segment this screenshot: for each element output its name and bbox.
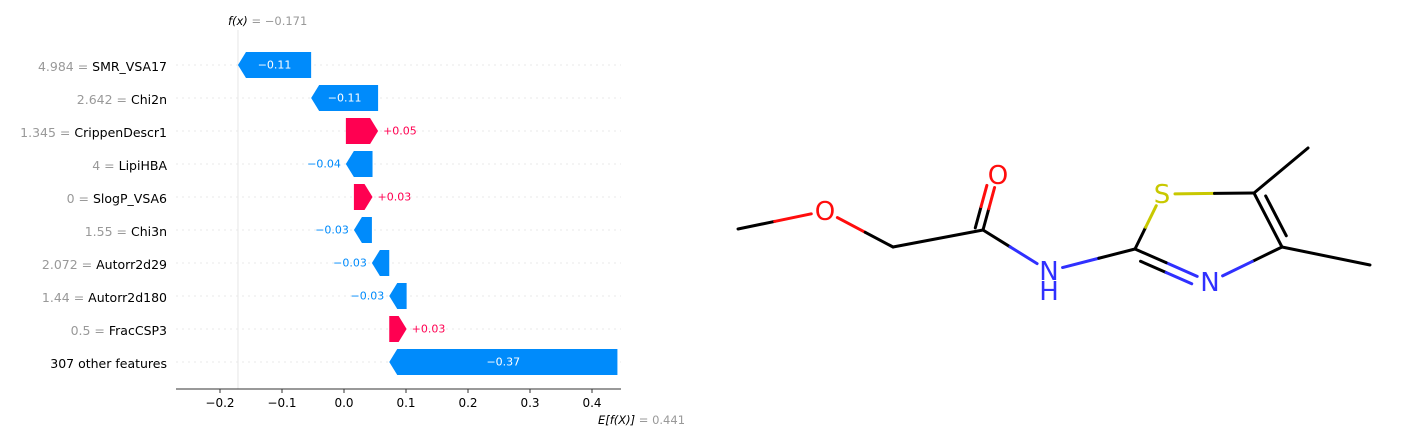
- waterfall-bar: [345, 151, 373, 177]
- waterfall-bar: [353, 184, 373, 210]
- bond: [835, 216, 867, 234]
- feature-name: LipiHBA: [119, 158, 168, 173]
- feature-value: 0 =: [67, 191, 93, 206]
- bond: [736, 219, 777, 231]
- bond: [1252, 191, 1284, 249]
- bar-value-label: −0.11: [258, 59, 292, 72]
- atom-label-n: N: [1200, 268, 1219, 298]
- bond: [773, 212, 813, 223]
- x-tick-label: 0.1: [396, 396, 415, 410]
- feature-value: 1.345 =: [20, 125, 74, 140]
- efx-value: = 0.441: [635, 413, 685, 427]
- feature-label: 1.55 = Chi3n: [85, 224, 167, 239]
- bar-value-label: +0.05: [383, 125, 417, 138]
- efx-label: E[f(X)]: [598, 413, 635, 427]
- feature-name: Autorr2d180: [88, 290, 167, 305]
- bond: [891, 228, 985, 249]
- feature-label: 1.345 = CrippenDescr1: [20, 125, 167, 140]
- bar-value-label: +0.03: [378, 191, 412, 204]
- waterfall-chart: −0.11 4.984 = SMR_VSA17 −0.11 2.642 = Chi2n…: [20, 14, 685, 427]
- waterfall-bar: [389, 283, 407, 309]
- waterfall-bar: [237, 52, 312, 78]
- feature-label: 4.984 = SMR_VSA17: [38, 59, 167, 74]
- feature-label: 1.44 = Autorr2d180: [42, 290, 167, 305]
- feature-value: 2.642 =: [77, 92, 131, 107]
- x-tick-label: −0.1: [267, 396, 296, 410]
- waterfall-bar: [371, 250, 390, 276]
- bond: [1061, 256, 1101, 270]
- feature-value: 2.072 =: [42, 257, 96, 272]
- bar-value-label: +0.03: [412, 323, 446, 336]
- bond: [1280, 245, 1372, 267]
- x-tick-label: 0.3: [520, 396, 539, 410]
- bar-value-label: −0.03: [351, 290, 385, 303]
- feature-name: SlogP_VSA6: [93, 191, 167, 206]
- bond: [1221, 259, 1254, 278]
- waterfall-bar: [345, 118, 379, 144]
- bond: [863, 230, 895, 249]
- feature-name: 307 other features: [50, 356, 167, 371]
- bond: [987, 186, 997, 211]
- fx-label: f(x): [228, 14, 248, 28]
- atom-label-o: O: [988, 161, 1008, 191]
- atom-label-n: N: [1039, 257, 1058, 287]
- bond: [1139, 259, 1168, 275]
- bar-value-label: −0.04: [307, 158, 341, 171]
- efx-annotation: E[f(X)] = 0.441: [598, 413, 685, 427]
- bond: [981, 228, 1012, 249]
- x-tick-label: 0.4: [582, 396, 601, 410]
- feature-value: 4 =: [92, 158, 118, 173]
- waterfall-bar: [353, 217, 372, 243]
- x-tick-label: 0.0: [334, 396, 353, 410]
- bond: [1097, 247, 1137, 260]
- bond: [1144, 204, 1158, 229]
- atom-label-o: O: [815, 197, 835, 227]
- feature-label: 0.5 = FracCSP3: [71, 323, 167, 338]
- feature-label: 307 other features: [50, 356, 167, 371]
- atom-label-s: S: [1154, 180, 1171, 210]
- bond: [1133, 225, 1148, 251]
- feature-label: 0 = SlogP_VSA6: [67, 191, 167, 206]
- fx-annotation: f(x) = −0.171: [228, 14, 307, 28]
- x-tick-label: −0.2: [205, 396, 234, 410]
- fx-value: = −0.171: [248, 14, 308, 28]
- feature-label: 4 = LipiHBA: [92, 158, 167, 173]
- feature-name: Autorr2d29: [96, 257, 167, 272]
- bond: [1252, 146, 1310, 195]
- bar-value-label: −0.11: [328, 92, 362, 105]
- bond: [979, 183, 989, 209]
- waterfall-bar: [389, 316, 407, 342]
- bond: [1133, 247, 1168, 265]
- bond: [1264, 194, 1288, 238]
- feature-value: 0.5 =: [71, 323, 109, 338]
- bond: [1164, 271, 1194, 286]
- atom-sublabel: H: [1039, 277, 1059, 307]
- waterfall-bar: [311, 85, 379, 111]
- bond: [1250, 245, 1284, 263]
- bond: [973, 205, 983, 230]
- feature-name: CrippenDescr1: [74, 125, 167, 140]
- feature-label: 2.642 = Chi2n: [77, 92, 167, 107]
- feature-name: Chi3n: [131, 224, 167, 239]
- bar-value-label: −0.37: [486, 356, 520, 369]
- feature-value: 1.55 =: [85, 224, 131, 239]
- feature-label: 2.072 = Autorr2d29: [42, 257, 167, 272]
- feature-name: SMR_VSA17: [92, 59, 167, 74]
- feature-value: 4.984 =: [38, 59, 92, 74]
- bar-value-label: −0.03: [315, 224, 349, 237]
- bond: [981, 207, 991, 232]
- bar-value-label: −0.03: [333, 257, 367, 270]
- feature-name: FracCSP3: [109, 323, 167, 338]
- feature-name: Chi2n: [131, 92, 167, 107]
- waterfall-bar: [389, 349, 618, 375]
- feature-value: 1.44 =: [42, 290, 88, 305]
- bond: [1164, 261, 1199, 278]
- x-tick-label: 0.2: [458, 396, 477, 410]
- bond: [1008, 245, 1039, 266]
